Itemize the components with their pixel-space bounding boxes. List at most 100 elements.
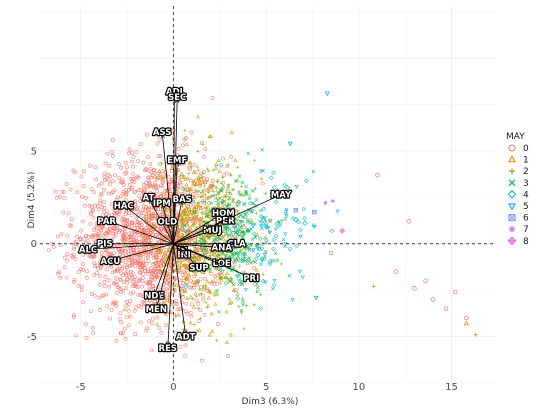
data-point [202,271,206,276]
data-point [233,158,238,162]
data-point [200,189,205,194]
data-point [90,207,95,212]
data-point [200,248,205,253]
data-point [181,263,186,268]
data-point [188,178,193,183]
data-point [85,269,90,274]
data-point [88,163,92,168]
data-point [188,198,192,202]
data-point [129,177,133,182]
data-point [204,240,208,244]
data-point [250,208,255,213]
data-point [260,215,266,221]
data-point [237,281,242,286]
data-point [122,326,127,331]
data-point [191,297,195,301]
data-point [193,269,197,273]
data-point [220,251,225,256]
data-point [134,176,138,181]
data-point [207,195,211,200]
data-point [218,196,222,200]
data-point [231,205,235,210]
variable-label: IPM [153,199,171,209]
data-point [217,192,221,196]
data-point [209,261,214,266]
data-point [226,184,231,188]
data-point [181,293,185,297]
data-point [218,162,224,168]
data-point [156,218,161,223]
data-point [226,239,231,244]
data-point [97,259,102,264]
data-point [194,282,199,287]
data-point [225,186,230,191]
data-point [154,175,159,180]
data-point [115,227,120,232]
data-point [231,234,235,238]
data-point [215,281,220,286]
variable-arrow [109,221,174,245]
data-point [253,235,258,240]
data-point [232,262,237,267]
data-point [137,233,142,237]
data-point [283,232,288,237]
data-point [240,282,245,287]
legend-label: 2 [523,167,529,177]
data-point [102,175,107,180]
data-point [204,213,209,218]
data-point-outlier [302,220,308,227]
data-point [221,269,226,273]
data-point [197,254,201,258]
data-point [226,213,231,217]
data-point [61,210,66,215]
data-point [241,223,246,227]
data-point [141,160,146,165]
data-point [77,270,81,274]
data-point [229,299,234,304]
data-point [97,273,102,278]
data-point [275,223,281,229]
data-point [114,197,119,202]
data-point [185,311,190,316]
data-point [241,299,245,304]
data-point [188,310,193,315]
legend-label: 6 [523,214,529,224]
data-point [199,204,203,208]
data-point [97,283,102,287]
data-point [190,216,194,220]
data-point [151,256,156,260]
data-point [58,275,63,280]
data-point [192,322,196,326]
data-point [109,307,114,312]
data-point [105,304,109,309]
data-point [290,216,296,221]
data-point [159,252,164,257]
variable-arrow [112,243,174,261]
data-point [216,198,221,203]
variable-pri: PRI [173,243,260,285]
data-point [124,286,128,290]
data-point [224,220,228,225]
data-point [106,191,111,196]
data-point [169,207,174,212]
data-point [233,235,238,240]
data-point [200,212,204,216]
data-point [159,183,164,188]
data-point [131,164,136,169]
data-point [275,188,280,192]
data-point [198,223,203,227]
data-point [217,253,221,258]
data-point [176,226,180,230]
data-point [225,247,229,252]
data-point [214,206,218,210]
data-point [183,202,187,206]
variable-arrow [168,243,174,346]
data-point [105,248,110,253]
data-point [201,252,205,256]
data-point [185,243,190,248]
data-point [135,205,140,210]
data-point [176,260,180,264]
data-point [227,297,231,301]
data-point [228,255,232,259]
